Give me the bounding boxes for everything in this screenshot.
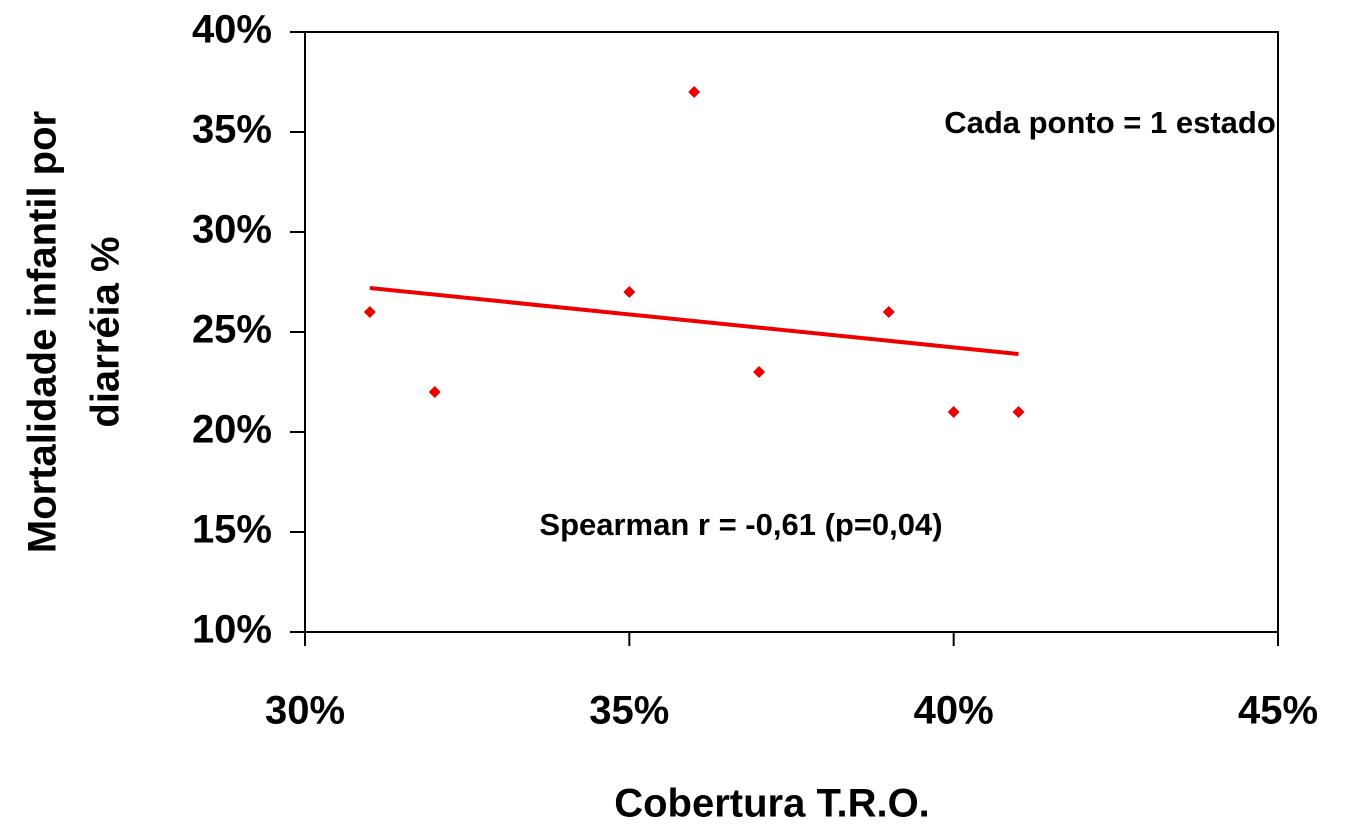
data-point (1013, 406, 1025, 418)
y-tick-label: 40% (192, 8, 272, 52)
y-tick-label: 15% (192, 508, 272, 552)
data-point (883, 306, 895, 318)
x-tick-label: 45% (1238, 689, 1318, 733)
y-tick-label: 25% (192, 308, 272, 352)
trend-line (370, 288, 1019, 354)
data-point (429, 386, 441, 398)
data-point (364, 306, 376, 318)
data-point (948, 406, 960, 418)
x-tick-label: 30% (265, 689, 345, 733)
chart: Cobertura T.R.O. Mortalidade infantil po… (0, 0, 1348, 831)
data-point (688, 86, 700, 98)
annotation: Spearman r = -0,61 (p=0,04) (539, 507, 942, 542)
y-axis-title: Mortalidade infantil por (21, 111, 65, 553)
x-tick-label: 35% (589, 689, 669, 733)
y-tick-label: 35% (192, 108, 272, 152)
y-axis-title: diarréia % (84, 236, 128, 427)
y-tick-label: 30% (192, 208, 272, 252)
data-point (753, 366, 765, 378)
x-axis-title: Cobertura T.R.O. (614, 782, 930, 826)
annotation: Cada ponto = 1 estado (944, 105, 1276, 140)
y-tick-label: 20% (192, 408, 272, 452)
data-point (623, 286, 635, 298)
page: {"chart_data": { "type": "scatter", "x_l… (0, 0, 1348, 831)
y-tick-label: 10% (192, 608, 272, 652)
x-tick-label: 40% (914, 689, 994, 733)
